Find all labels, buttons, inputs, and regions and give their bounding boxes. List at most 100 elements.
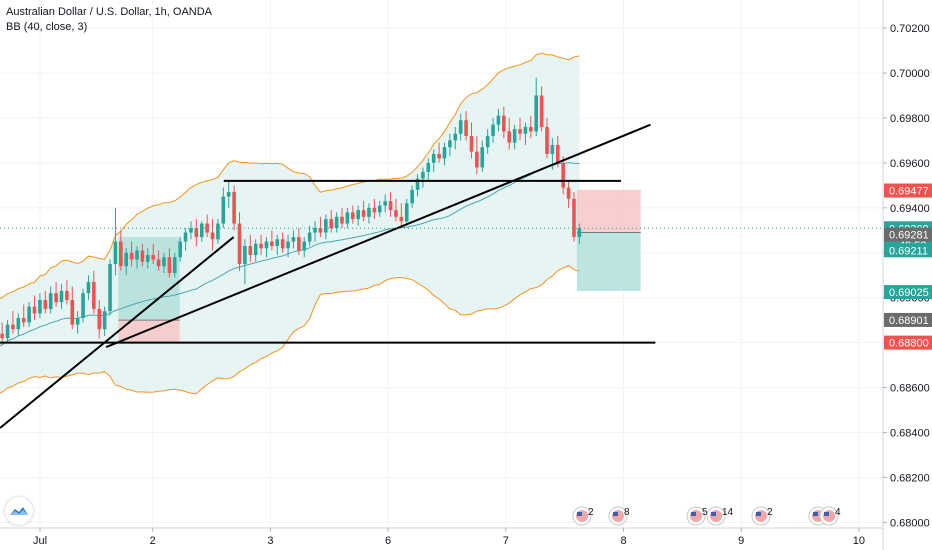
candle (469, 122, 474, 159)
candle (485, 129, 490, 154)
time-tick-label: 3 (267, 535, 273, 547)
tradingview-logo[interactable] (5, 497, 33, 525)
svg-text:0.69281: 0.69281 (889, 230, 929, 242)
price-label: 0.69211 (884, 243, 932, 258)
event-badge[interactable]: 4 (819, 506, 841, 526)
candle (442, 142, 447, 166)
price-label: 0.69477 (884, 183, 932, 198)
event-badge[interactable]: 8 (608, 506, 630, 526)
candle (399, 203, 404, 229)
candle (491, 117, 495, 143)
chart-legend: Australian Dollar / U.S. Dollar, 1h, OAN… (6, 5, 212, 35)
stop-loss-zone[interactable] (118, 320, 180, 343)
candle (453, 126, 458, 150)
event-badge[interactable]: 2 (751, 506, 773, 526)
candle (512, 124, 517, 150)
time-tick-label: Jul (33, 535, 47, 547)
candle (97, 299, 102, 339)
candle (518, 117, 522, 141)
candle (189, 221, 193, 240)
candle (172, 252, 177, 278)
candle (32, 295, 37, 321)
candle (286, 234, 290, 258)
candle (0, 322, 4, 345)
indicator-title[interactable]: BB (40, close, 3) (6, 21, 88, 33)
candle (270, 230, 274, 251)
candle (205, 214, 209, 238)
candle (226, 180, 231, 208)
candle (108, 259, 112, 316)
candle (65, 279, 69, 305)
candle (529, 115, 533, 139)
price-label: 0.69025 (884, 285, 932, 300)
candle (59, 284, 64, 309)
price-label: 0.68901 (884, 312, 932, 327)
trend-line[interactable] (0, 236, 235, 429)
candle (21, 304, 26, 327)
candle (345, 207, 350, 229)
candle (383, 194, 387, 213)
symbol-title[interactable]: Australian Dollar / U.S. Dollar, 1h, OAN… (6, 6, 213, 18)
candle (280, 232, 285, 253)
bollinger-lower-band (0, 264, 580, 395)
time-tick-label: 2 (150, 535, 156, 547)
svg-text:0.69211: 0.69211 (889, 245, 928, 257)
candle (561, 156, 565, 195)
candle (145, 248, 150, 269)
event-badge[interactable]: 2 (572, 506, 594, 526)
svg-text:8: 8 (624, 507, 630, 518)
candle (275, 234, 280, 256)
price-labels: 0.694770.6930949:580.692810.692110.69025… (884, 183, 932, 350)
candle (350, 205, 355, 224)
price-axis-background (883, 0, 932, 550)
price-label: 0.69281 (884, 227, 932, 242)
svg-text:0.68800: 0.68800 (889, 338, 929, 350)
trend-line[interactable] (105, 123, 651, 349)
candle (448, 133, 452, 157)
svg-text:0.69477: 0.69477 (889, 186, 929, 198)
bollinger-upper-band (0, 52, 580, 300)
candle (431, 149, 436, 172)
candle (372, 198, 377, 220)
candle (199, 221, 204, 242)
candle (394, 198, 398, 222)
logo-icon (10, 507, 28, 515)
candle (216, 219, 220, 244)
candle (124, 248, 129, 276)
candle (534, 77, 539, 136)
candle (502, 106, 506, 139)
candle (259, 234, 263, 256)
candle (156, 250, 161, 271)
candle (377, 201, 382, 217)
candle (545, 117, 549, 159)
candle (162, 252, 166, 273)
take-profit-zone[interactable] (576, 232, 641, 291)
candle (102, 306, 107, 336)
candle (388, 192, 393, 217)
price-tick-label: 0.68200 (890, 472, 930, 484)
candle (523, 122, 528, 145)
candle (27, 302, 31, 327)
candle (38, 293, 42, 318)
candle (480, 140, 485, 172)
event-badge[interactable]: 14 (706, 506, 734, 526)
svg-text:4: 4 (835, 507, 841, 518)
candle (178, 237, 182, 262)
candle (194, 219, 199, 247)
price-tick-label: 0.69800 (890, 113, 930, 125)
time-axis: Jul 2 3 6 7 8 9 10 (33, 528, 865, 547)
svg-text:14: 14 (722, 507, 734, 518)
event-badges: 285142274 (572, 506, 841, 526)
price-tick-label: 0.68600 (890, 383, 930, 395)
bollinger-band-fill (0, 53, 580, 394)
stop-loss-zone[interactable] (576, 189, 641, 233)
candle (210, 219, 215, 251)
candle (243, 239, 247, 285)
event-badge[interactable]: 5 (686, 506, 708, 526)
candle (54, 281, 58, 307)
drawing-lines (0, 123, 656, 429)
candlestick-series (0, 77, 582, 345)
take-profit-zone[interactable] (118, 237, 180, 321)
svg-text:0.69025: 0.69025 (889, 287, 929, 299)
